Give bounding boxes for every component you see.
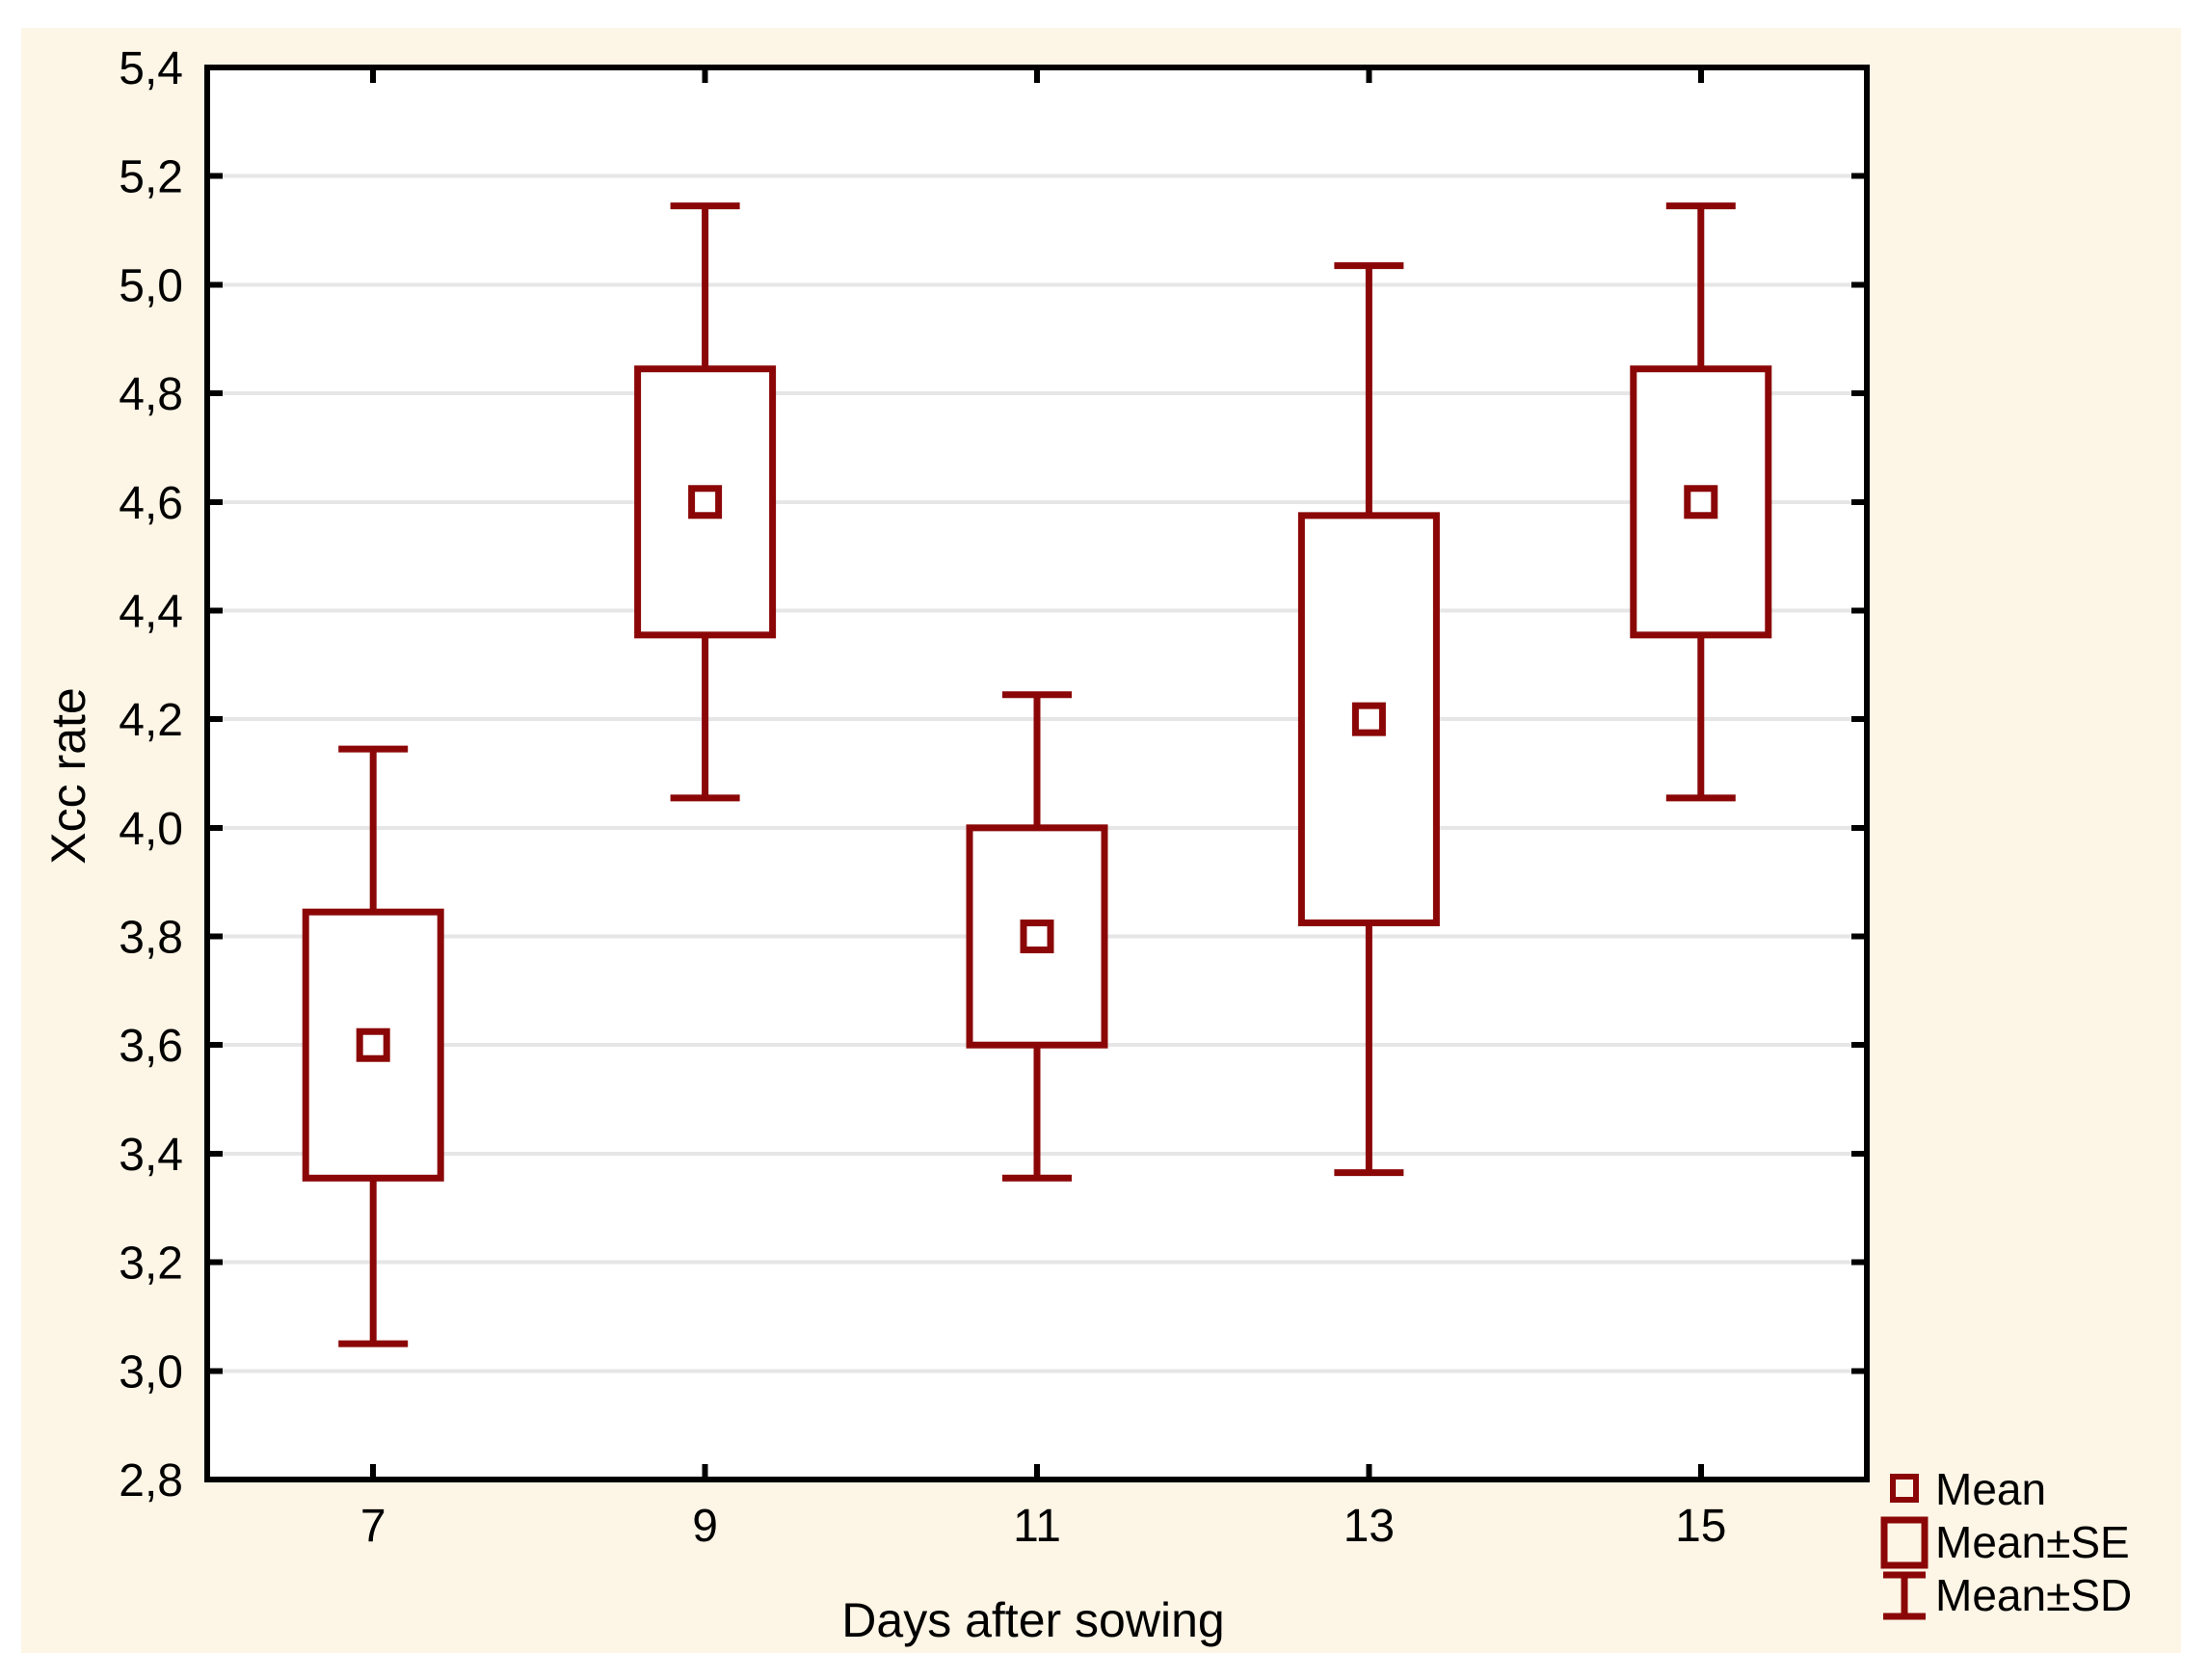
x-tick-label: 9	[692, 1501, 718, 1552]
box-group-day-13	[1297, 262, 1440, 1177]
y-axis-title: Xcc rate	[41, 687, 95, 864]
y-tick-label: 4,8	[119, 369, 183, 420]
y-tick-label: 4,6	[119, 478, 183, 529]
mean-point-icon	[1874, 1463, 1935, 1516]
mean-marker	[1020, 920, 1054, 954]
x-tick-label: 11	[1013, 1501, 1061, 1552]
y-tick-label: 3,4	[119, 1130, 183, 1181]
x-tick-label: 13	[1343, 1501, 1395, 1552]
y-tick-label: 3,8	[119, 913, 183, 964]
se-box	[634, 365, 777, 639]
x-tick-label: 15	[1675, 1501, 1726, 1552]
mean-marker	[1351, 702, 1386, 736]
mean-marker	[1684, 485, 1718, 520]
mean-marker	[356, 1027, 390, 1062]
y-tick-label: 2,8	[119, 1455, 183, 1507]
legend-item-mean-sd: Mean±SD	[1874, 1569, 2192, 1622]
y-tick-label: 4,0	[119, 804, 183, 855]
y-tick-label: 5,0	[119, 260, 183, 311]
legend-label-mean: Mean	[1935, 1464, 2047, 1514]
tick-labels: 2,8 3,0 3,2 3,4 3,6 3,8 4,0 4,2 4,4 4,6 4,8 5,0 5,2 5…	[119, 43, 1726, 1552]
legend-item-mean-se: Mean±SE	[1874, 1516, 2192, 1569]
box-group-day-7	[302, 745, 444, 1347]
x-axis-title: Days after sowing	[841, 1593, 1224, 1647]
mean-sd-whisker-icon	[1874, 1569, 1935, 1622]
legend: Mean Mean±SE Mean±SD	[1874, 1463, 2192, 1622]
legend-label-mean-sd: Mean±SD	[1935, 1570, 2133, 1620]
legend-item-mean: Mean	[1874, 1463, 2192, 1516]
y-tick-label: 3,2	[119, 1239, 183, 1290]
mean-se-box-icon	[1874, 1516, 1935, 1569]
box-series	[302, 202, 1772, 1347]
mean-marker	[688, 485, 723, 520]
y-tick-label: 4,4	[119, 586, 183, 637]
axes-frame	[204, 65, 1870, 1482]
x-tick-label: 7	[360, 1501, 386, 1552]
box-group-day-11	[966, 691, 1108, 1182]
y-tick-label: 5,2	[119, 152, 183, 203]
se-box	[302, 908, 444, 1182]
y-tick-label: 3,0	[119, 1347, 183, 1398]
box-group-day-9	[634, 202, 777, 802]
legend-label-mean-se: Mean±SE	[1935, 1517, 2130, 1567]
y-tick-label: 4,2	[119, 695, 183, 746]
y-tick-label: 3,6	[119, 1021, 183, 1072]
y-tick-label: 5,4	[119, 43, 183, 94]
box-group-day-15	[1630, 202, 1772, 802]
